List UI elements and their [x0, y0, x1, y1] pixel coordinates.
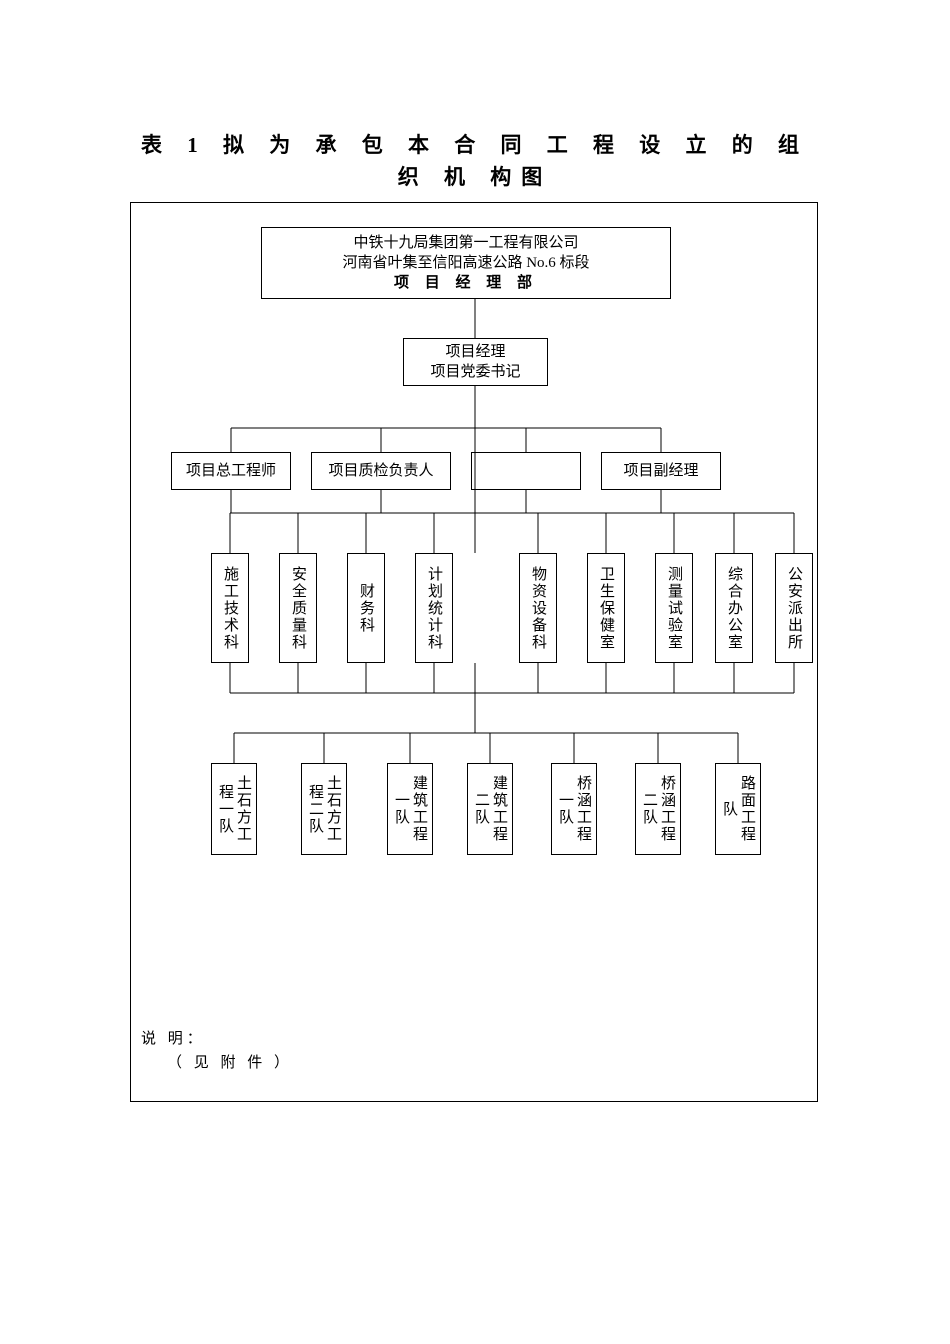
dept-label-2: 财务科	[357, 583, 375, 634]
dept-label-5: 卫生保健室	[597, 566, 615, 651]
team-box-6: 路面工程队	[715, 763, 761, 855]
dept-label-0: 施工技术科	[221, 566, 239, 651]
team-label-6: 路面工程队	[720, 772, 756, 846]
dept-label-3: 计划统计科	[425, 566, 443, 651]
deputy-manager-box: 项目副经理	[601, 452, 721, 490]
team-box-1: 土石方工程二队	[301, 763, 347, 855]
deputy-manager-label: 项目副经理	[623, 461, 698, 481]
dept-box-5: 卫生保健室	[587, 553, 625, 663]
org-chart-frame: 中铁十九局集团第一工程有限公司 河南省叶集至信阳高速公路 No.6 标段 项 目…	[130, 202, 818, 1102]
team-label-4: 桥涵工程一队	[556, 772, 592, 846]
dept-box-8: 公安派出所	[775, 553, 813, 663]
page-title: 表 1 拟 为 承 包 本 合 同 工 程 设 立 的 组 织 机 构图	[130, 130, 820, 193]
note-line2: （ 见 附 件 ）	[167, 1051, 293, 1072]
team-label-1: 土石方工程二队	[306, 772, 342, 846]
dept-box-4: 物资设备科	[519, 553, 557, 663]
qc-lead-box: 项目质检负责人	[311, 452, 451, 490]
header-box: 中铁十九局集团第一工程有限公司 河南省叶集至信阳高速公路 No.6 标段 项 目…	[261, 227, 671, 299]
dept-box-1: 安全质量科	[279, 553, 317, 663]
project-manager-box: 项目经理 项目党委书记	[403, 338, 548, 386]
team-label-0: 土石方工程一队	[216, 772, 252, 846]
team-label-3: 建筑工程二队	[472, 772, 508, 846]
pm-line2: 项目党委书记	[430, 362, 520, 382]
header-line1: 中铁十九局集团第一工程有限公司	[353, 233, 578, 253]
team-label-5: 桥涵工程二队	[640, 772, 676, 846]
dept-box-6: 测量试验室	[655, 553, 693, 663]
team-box-5: 桥涵工程二队	[635, 763, 681, 855]
team-box-0: 土石方工程一队	[211, 763, 257, 855]
dept-label-6: 测量试验室	[665, 566, 683, 651]
pm-line1: 项目经理	[445, 342, 505, 362]
header-line2: 河南省叶集至信阳高速公路 No.6 标段	[342, 253, 589, 273]
chief-engineer-box: 项目总工程师	[171, 452, 291, 490]
qc-lead-label: 项目质检负责人	[328, 461, 433, 481]
dept-box-7: 综合办公室	[715, 553, 753, 663]
dept-label-7: 综合办公室	[725, 566, 743, 651]
team-box-4: 桥涵工程一队	[551, 763, 597, 855]
blank-lead-box	[471, 452, 581, 490]
team-box-3: 建筑工程二队	[467, 763, 513, 855]
dept-label-8: 公安派出所	[785, 566, 803, 651]
chief-engineer-label: 项目总工程师	[186, 461, 276, 481]
dept-label-1: 安全质量科	[289, 566, 307, 651]
dept-box-3: 计划统计科	[415, 553, 453, 663]
dept-label-4: 物资设备科	[529, 566, 547, 651]
team-label-2: 建筑工程一队	[392, 772, 428, 846]
dept-box-0: 施工技术科	[211, 553, 249, 663]
dept-box-2: 财务科	[347, 553, 385, 663]
note-line1: 说 明：	[141, 1027, 206, 1048]
team-box-2: 建筑工程一队	[387, 763, 433, 855]
header-line3: 项 目 经 理 部	[394, 273, 538, 293]
